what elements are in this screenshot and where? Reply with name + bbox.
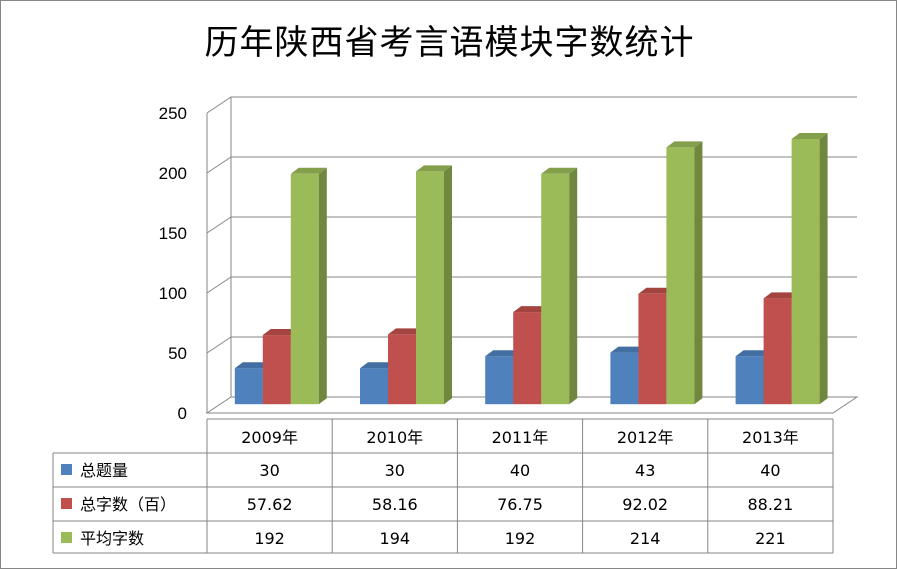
y-tick-label: 200 (159, 164, 187, 183)
category-label: 2010年 (366, 428, 423, 447)
bar-top (234, 362, 271, 369)
bar-top (735, 350, 772, 357)
data-value-label: 40 (510, 461, 530, 480)
y-tick-label: 250 (159, 104, 187, 123)
bar-front (360, 368, 388, 405)
y-tick-label: 0 (178, 404, 187, 423)
bar-top (638, 287, 675, 294)
bar (791, 133, 828, 405)
data-value-label: 76.75 (497, 495, 543, 514)
bar-side (819, 133, 828, 405)
bar-front (638, 293, 667, 405)
bar-front (485, 356, 514, 405)
bar-top (262, 329, 299, 336)
category-label: 2009年 (241, 428, 298, 447)
gridline-side (206, 336, 232, 354)
bar (541, 167, 578, 405)
y-tick-label: 150 (159, 224, 187, 243)
category-label: 2013年 (742, 428, 799, 447)
bar-top (513, 306, 550, 313)
bar-front (666, 147, 695, 405)
bar (290, 167, 327, 405)
bar-top (541, 167, 578, 174)
bar-front (416, 171, 444, 405)
bar-top (666, 141, 703, 148)
data-value-label: 58.16 (372, 495, 418, 514)
floor (205, 396, 859, 414)
data-value-label: 194 (380, 529, 411, 548)
y-tick-label: 50 (168, 344, 187, 363)
bar (416, 165, 452, 405)
data-value-label: 57.62 (247, 495, 293, 514)
bar-side (569, 167, 578, 405)
legend-label: 平均字数 (80, 529, 144, 548)
bar-front (513, 312, 542, 405)
bar-top (791, 133, 828, 139)
legend-label: 总字数（百） (80, 495, 176, 514)
bar-front (388, 334, 416, 405)
bar-front (735, 356, 764, 405)
bar-side (318, 167, 327, 405)
data-value-label: 88.21 (747, 495, 793, 514)
data-value-label: 192 (254, 529, 285, 548)
bar-front (234, 368, 263, 405)
bar-top (416, 165, 452, 172)
data-value-label: 43 (635, 461, 655, 480)
bar-top (610, 346, 647, 353)
gridline-side (206, 156, 232, 174)
data-value-label: 40 (760, 461, 780, 480)
bar-top (290, 167, 327, 174)
bar-side (444, 165, 452, 405)
bar-front (610, 352, 639, 405)
bar-front (791, 139, 820, 405)
bar-front (763, 298, 792, 405)
gridline-side (206, 276, 232, 294)
bar-front (290, 173, 319, 405)
data-value-label: 214 (630, 529, 661, 548)
bar-top (485, 350, 522, 357)
legend-swatch (61, 464, 72, 475)
chart-title: 历年陕西省考言语模块字数统计 (204, 23, 695, 63)
data-value-label: 221 (755, 529, 786, 548)
data-value-label: 30 (385, 461, 405, 480)
bar-side (694, 141, 703, 405)
bar-top (763, 292, 800, 299)
legend-swatch (61, 532, 72, 543)
bar-front (262, 335, 291, 405)
category-label: 2012年 (617, 428, 674, 447)
data-value-label: 192 (505, 529, 536, 548)
bar-front (541, 173, 570, 405)
bar-top (360, 362, 396, 369)
bar (485, 350, 522, 405)
gridline-side (206, 96, 232, 114)
bar (666, 141, 703, 405)
y-tick-label: 100 (159, 284, 187, 303)
y-tick-labels: 0 50 100 150 200 250 (159, 104, 187, 423)
gridline-side (206, 216, 232, 234)
legend-swatch (61, 498, 72, 509)
data-value-label: 92.02 (622, 495, 668, 514)
bar-top (388, 328, 424, 335)
bars (234, 133, 828, 405)
category-label: 2011年 (492, 428, 549, 447)
data-value-label: 30 (259, 461, 279, 480)
legend-label: 总题量 (80, 461, 128, 480)
